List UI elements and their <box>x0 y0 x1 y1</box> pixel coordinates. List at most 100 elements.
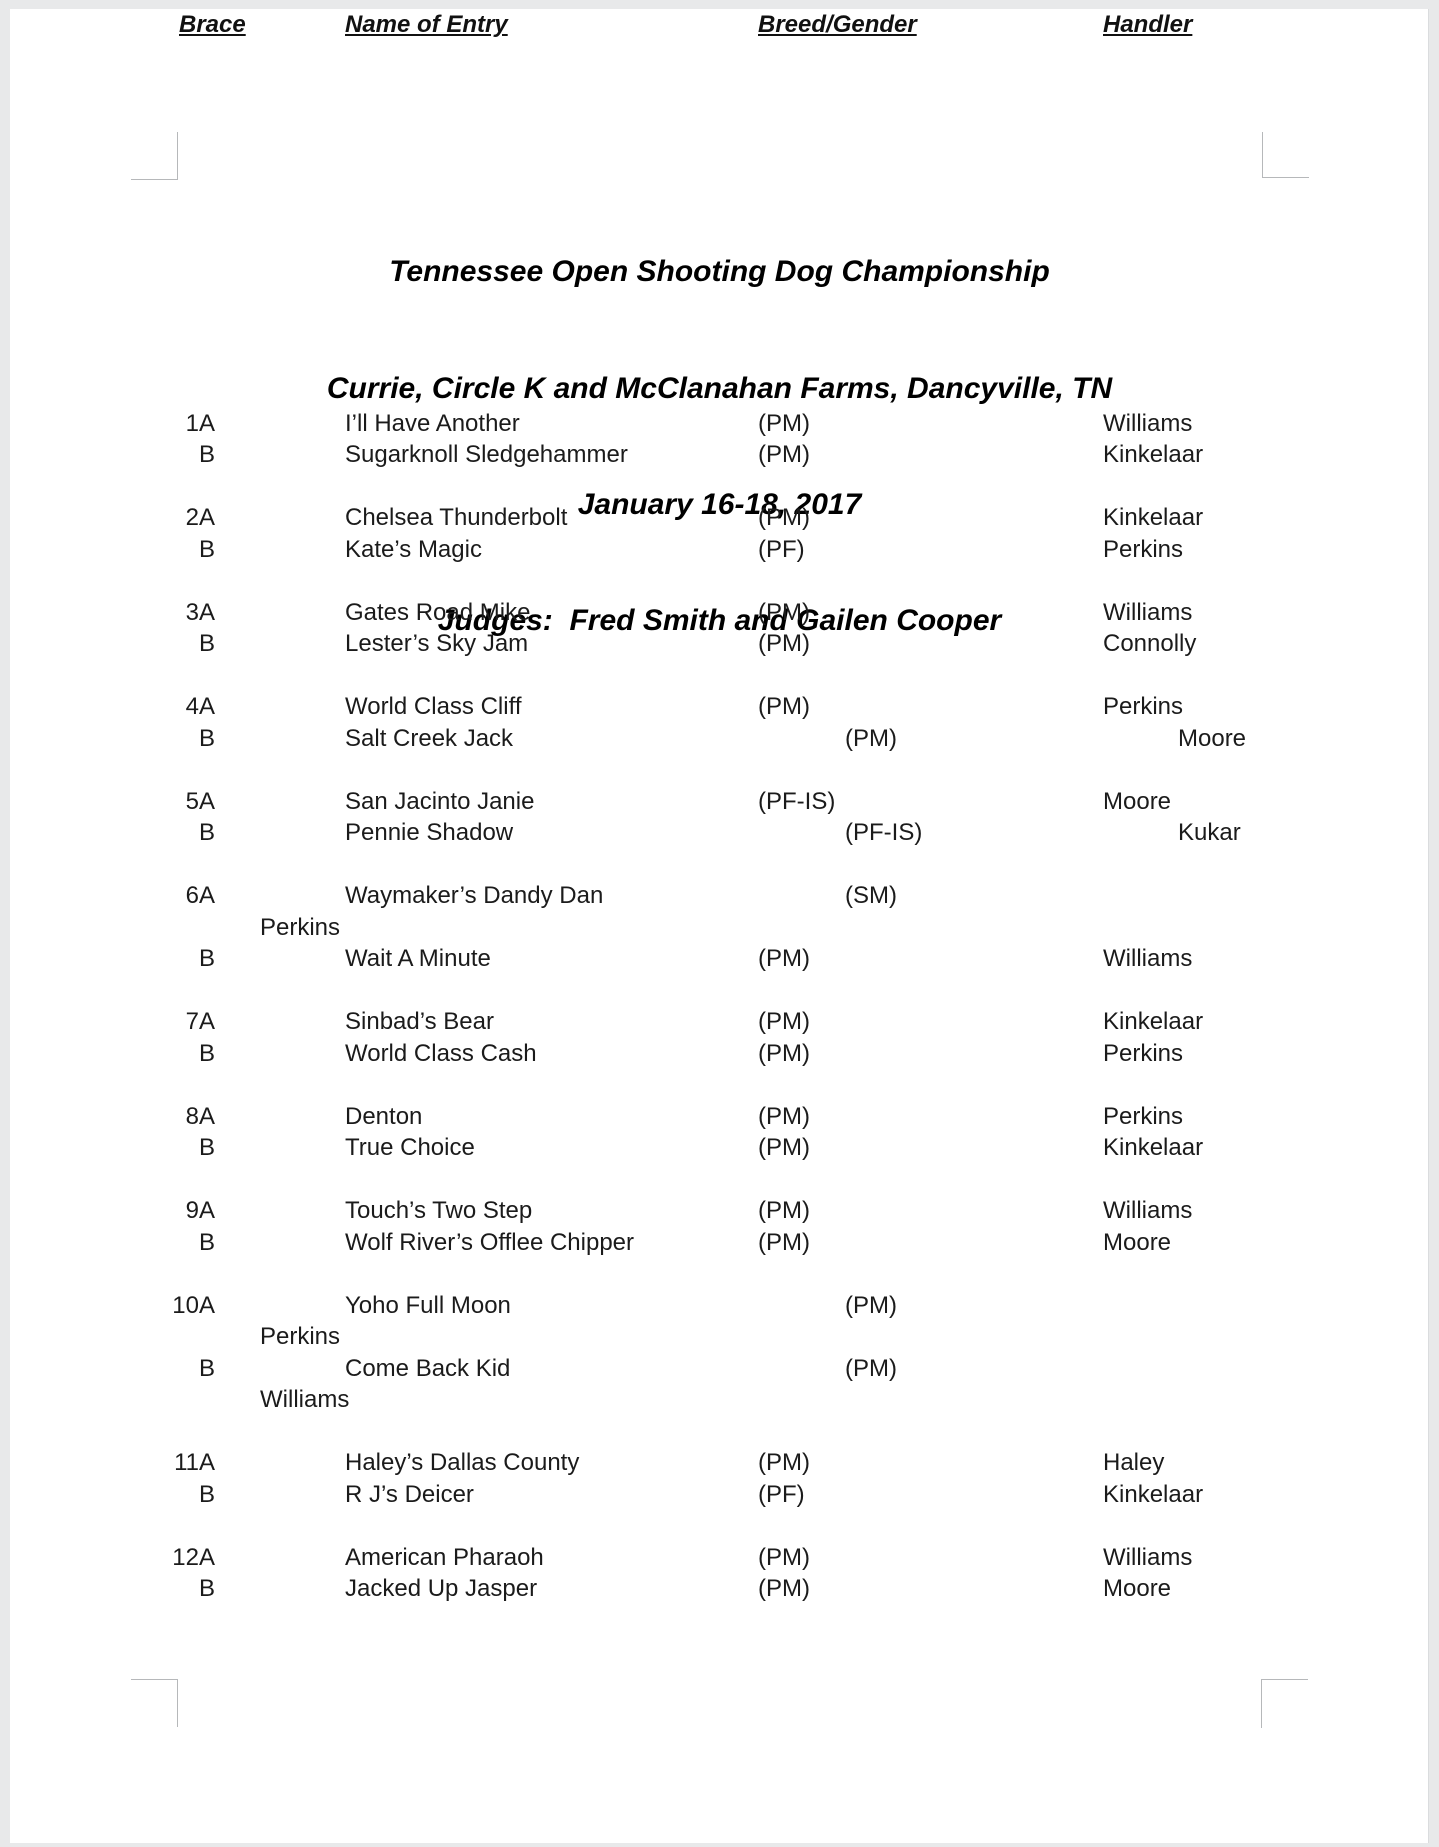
handler-cell: Perkins <box>1103 1102 1184 1130</box>
handler-cell: Williams <box>1103 409 1193 437</box>
brace-cell: B <box>198 1480 215 1508</box>
breed-gender-cell: (PM) <box>845 1291 897 1319</box>
breed-gender-cell: (PM) <box>758 1197 810 1224</box>
breed-gender-cell: (PM) <box>758 1102 810 1130</box>
brace-cell: B <box>198 1575 215 1602</box>
brace-cell: B <box>198 1039 215 1067</box>
handler-cell: Haley <box>1103 1449 1165 1476</box>
breed-gender-cell: (PM) <box>758 504 810 531</box>
entry-name-cell: American Pharaoh <box>345 1543 544 1571</box>
handler-cell: Moore <box>1103 787 1172 815</box>
handler-cell: Williams <box>1103 598 1193 626</box>
handler-cell: Kinkelaar <box>1103 1480 1204 1508</box>
title-line-date: January 16-18, 2017 <box>577 487 862 521</box>
brace-cell: 2A <box>185 504 215 531</box>
handler-cell: Kinkelaar <box>1103 441 1204 468</box>
entry-name-cell: World Class Cliff <box>345 693 522 720</box>
header-name-of-entry: Name of Entry <box>345 11 508 38</box>
entry-name-cell: Lester’s Sky Jam <box>345 630 529 657</box>
entry-name-cell: Kate’s Magic <box>345 535 482 563</box>
entry-name-cell: Sugarknoll Sledgehammer <box>345 441 628 468</box>
brace-cell: 11A <box>174 1449 215 1476</box>
entry-name-cell: R J’s Deicer <box>345 1480 474 1508</box>
margin-corner-bottom-left-icon <box>131 1679 178 1727</box>
brace-cell: B <box>198 724 215 752</box>
title-line-judges: Judges: Fred Smith and Gailen Cooper <box>437 603 1002 637</box>
handler-cell: Williams <box>1103 1197 1193 1224</box>
entry-name-cell: Jacked Up Jasper <box>345 1575 538 1602</box>
brace-cell: B <box>198 819 215 846</box>
document-title: Tennessee Open Shooting Dog Championship… <box>131 176 1308 718</box>
entry-name-cell: Come Back Kid <box>345 1354 511 1382</box>
margin-corner-bottom-right-icon <box>1261 1679 1308 1728</box>
entry-name-cell: Salt Creek Jack <box>345 724 514 752</box>
breed-gender-cell: (PM) <box>845 724 897 752</box>
breed-gender-cell: (PM) <box>758 1449 810 1476</box>
entry-name-cell: World Class Cash <box>345 1039 537 1067</box>
breed-gender-cell: (PM) <box>758 1543 810 1571</box>
margin-corner-top-right-icon <box>1262 132 1309 178</box>
header-breed-gender: Breed/Gender <box>758 11 917 38</box>
breed-gender-cell: (PF-IS) <box>758 787 836 815</box>
brace-cell: 4A <box>185 693 215 720</box>
handler-cell: Perkins <box>260 913 341 941</box>
brace-cell: 8A <box>185 1102 215 1130</box>
handler-cell: Kinkelaar <box>1103 1134 1204 1161</box>
entry-name-cell: Denton <box>345 1102 423 1130</box>
handler-cell: Connolly <box>1103 630 1197 657</box>
brace-cell: B <box>198 1354 215 1382</box>
title-line-location: Currie, Circle K and McClanahan Farms, D… <box>326 371 1113 405</box>
document-page: Tennessee Open Shooting Dog Championship… <box>10 9 1429 1843</box>
breed-gender-cell: (PM) <box>758 1039 810 1067</box>
entry-name-cell: Waymaker’s Dandy Dan <box>345 882 604 909</box>
entry-name-cell: Haley’s Dallas County <box>345 1449 580 1476</box>
brace-cell: 1A <box>185 409 215 437</box>
entry-name-cell: Yoho Full Moon <box>345 1291 511 1319</box>
handler-cell: Perkins <box>1103 693 1184 720</box>
handler-cell: Kinkelaar <box>1103 1008 1204 1035</box>
brace-cell: B <box>198 945 215 972</box>
margin-corner-top-left-icon <box>131 132 178 180</box>
brace-cell: 10A <box>172 1291 215 1319</box>
breed-gender-cell: (PM) <box>758 1008 810 1035</box>
handler-cell: Perkins <box>260 1323 341 1350</box>
handler-cell: Williams <box>1103 1543 1193 1571</box>
breed-gender-cell: (PM) <box>758 945 810 972</box>
entry-name-cell: Wait A Minute <box>345 945 491 972</box>
entry-name-cell: Pennie Shadow <box>345 819 514 846</box>
breed-gender-cell: (PM) <box>758 1134 810 1161</box>
breed-gender-cell: (PM) <box>845 1354 897 1382</box>
handler-cell: Williams <box>260 1386 350 1413</box>
breed-gender-cell: (PM) <box>758 693 810 720</box>
entry-name-cell: True Choice <box>345 1134 475 1161</box>
entry-name-cell: Sinbad’s Bear <box>345 1008 494 1035</box>
handler-cell: Kukar <box>1178 819 1241 846</box>
breed-gender-cell: (PM) <box>758 598 810 626</box>
breed-gender-cell: (PF) <box>758 535 805 563</box>
handler-cell: Moore <box>1103 1575 1172 1602</box>
brace-cell: B <box>198 535 215 563</box>
breed-gender-cell: (PM) <box>758 441 810 468</box>
handler-cell: Perkins <box>1103 1039 1184 1067</box>
handler-cell: Moore <box>1103 1228 1172 1256</box>
handler-cell: Kinkelaar <box>1103 504 1204 531</box>
brace-cell: B <box>198 630 215 657</box>
handler-cell: Moore <box>1178 724 1247 752</box>
entry-name-cell: Touch’s Two Step <box>345 1197 533 1224</box>
breed-gender-cell: (PF) <box>758 1480 805 1508</box>
brace-cell: B <box>198 1228 215 1256</box>
entry-name-cell: I’ll Have Another <box>345 409 520 437</box>
breed-gender-cell: (SM) <box>845 882 897 909</box>
brace-cell: 6A <box>185 882 215 909</box>
entry-name-cell: San Jacinto Janie <box>345 787 535 815</box>
breed-gender-cell: (PM) <box>758 409 810 437</box>
entry-name-cell: Wolf River’s Offlee Chipper <box>345 1228 635 1256</box>
header-brace: Brace <box>179 11 246 38</box>
brace-cell: 9A <box>185 1197 215 1224</box>
entry-name-cell: Chelsea Thunderbolt <box>345 504 568 531</box>
title-line-event: Tennessee Open Shooting Dog Championship <box>389 255 1050 289</box>
brace-cell: B <box>198 441 215 468</box>
handler-cell: Williams <box>1103 945 1193 972</box>
breed-gender-cell: (PF-IS) <box>845 819 923 846</box>
